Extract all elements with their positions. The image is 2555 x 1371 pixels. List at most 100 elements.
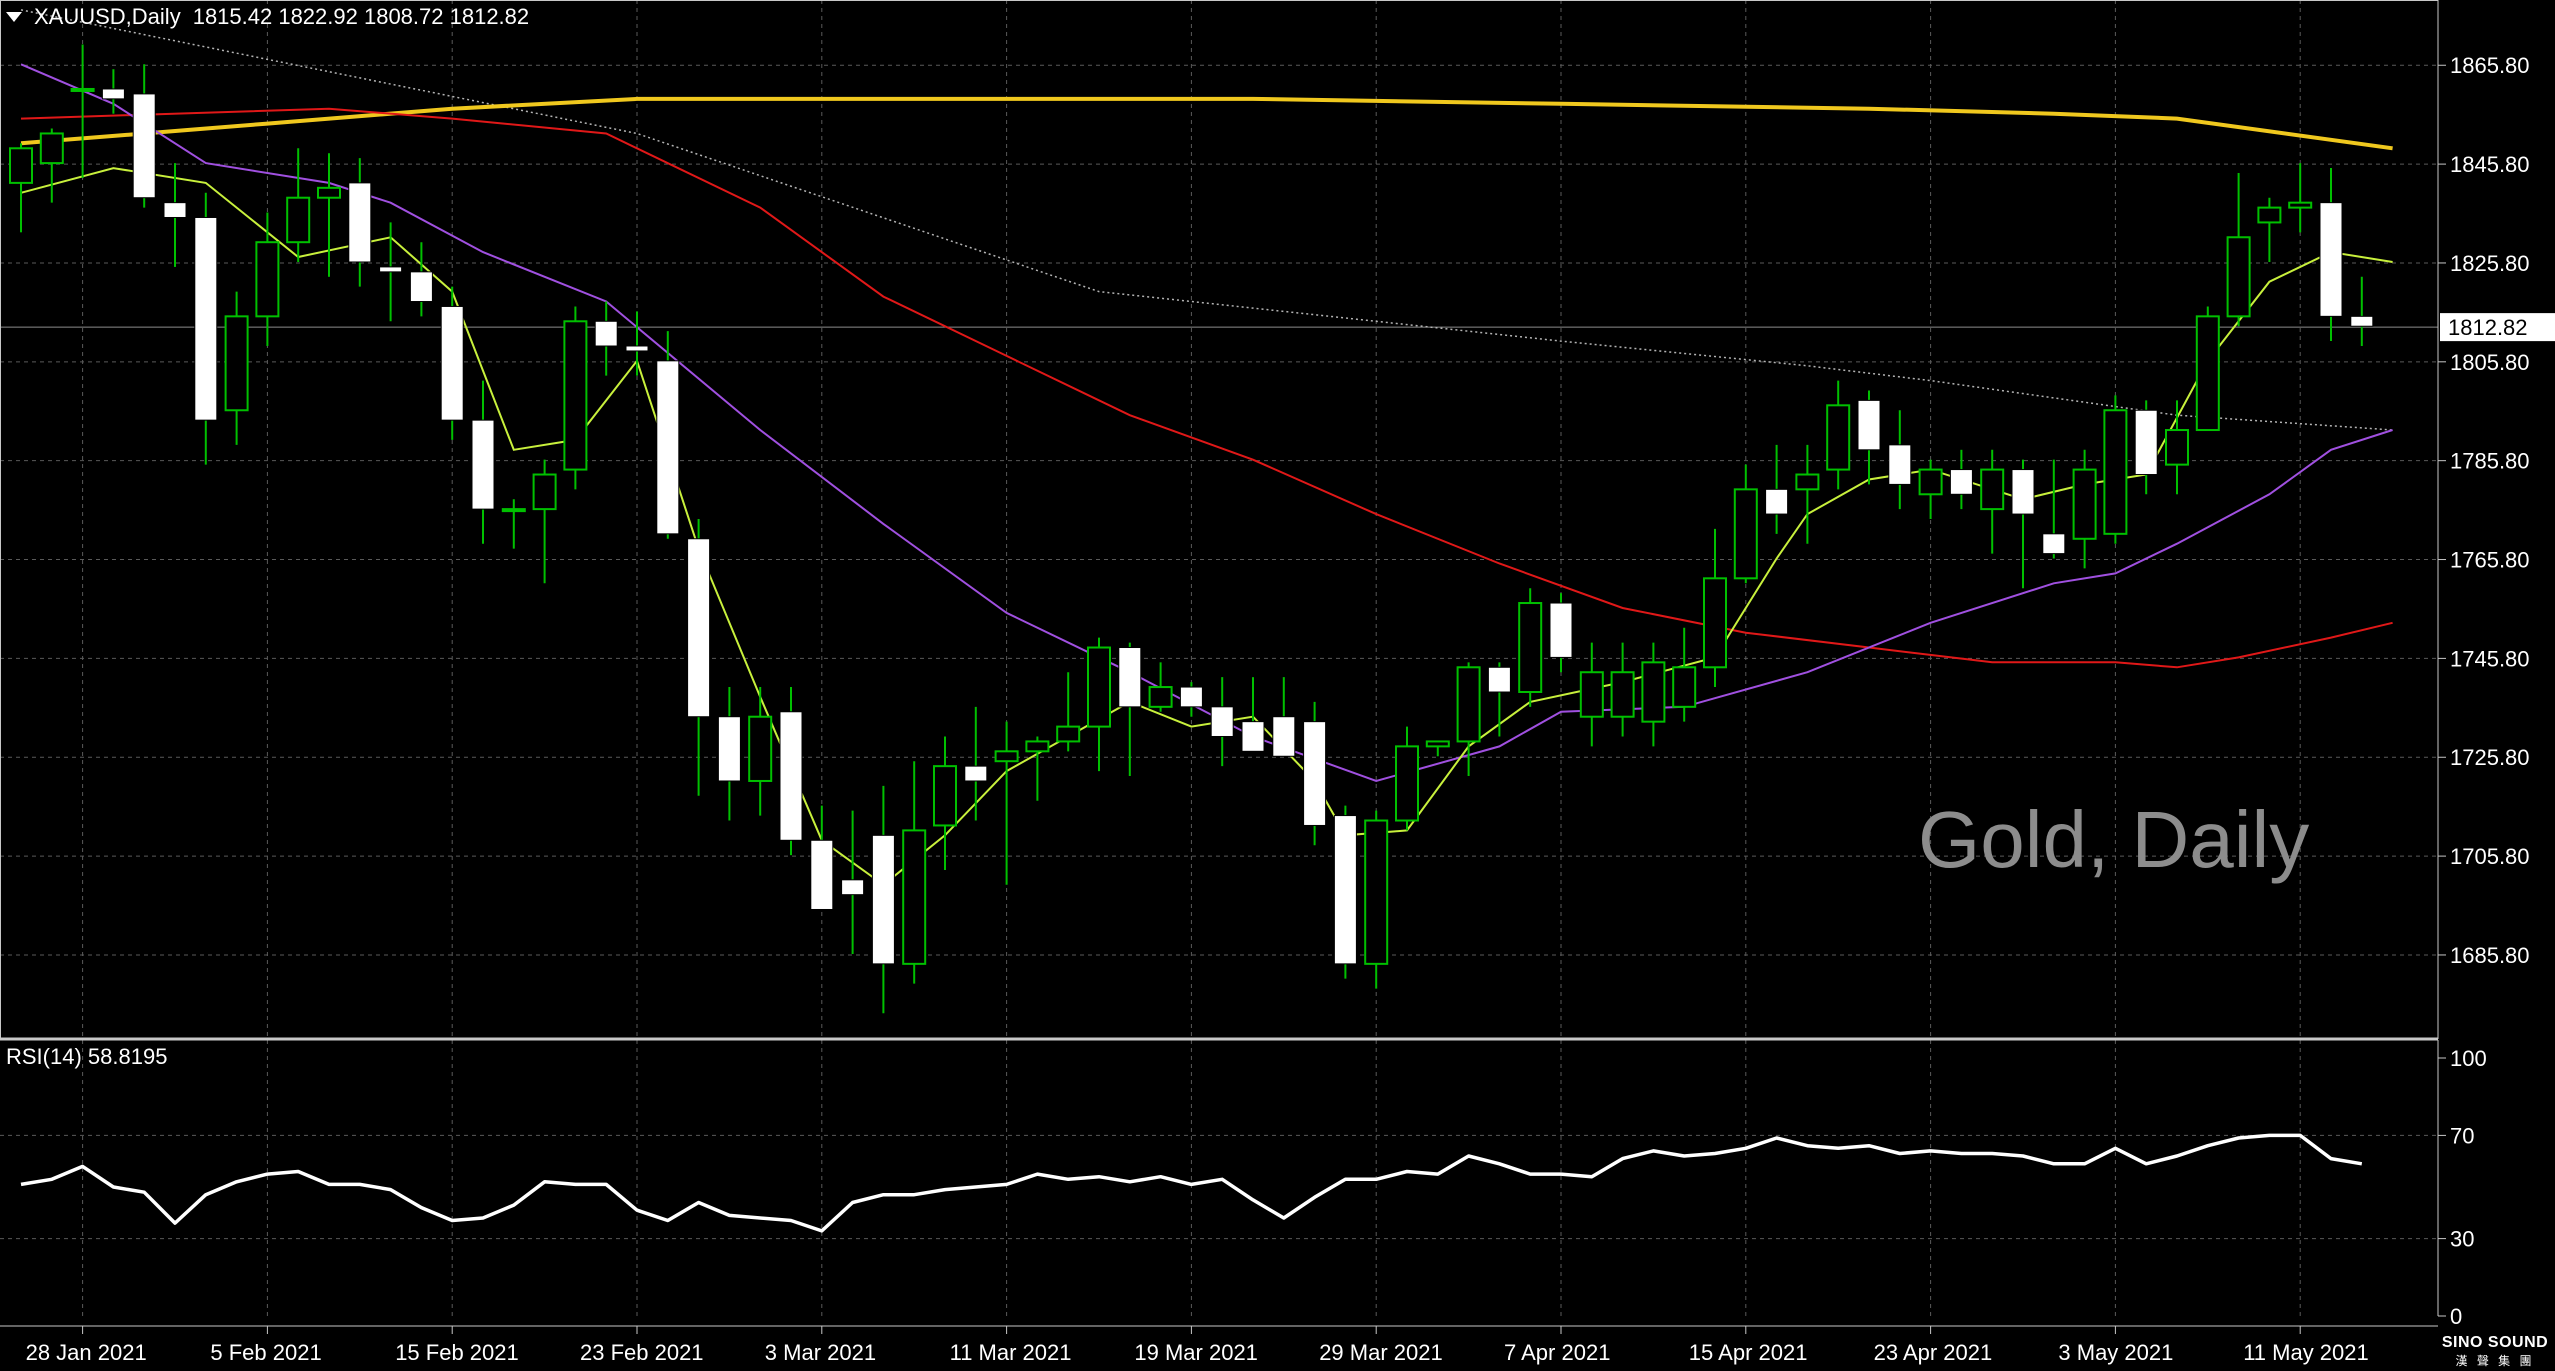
candle-body (2011, 469, 2035, 515)
ma-line-ma_long (20, 96, 2393, 151)
candle-body (1395, 745, 1419, 822)
candle-body (594, 320, 618, 347)
rsi-tick-label: 0 (2450, 1304, 2462, 1329)
candle-body (841, 879, 865, 896)
date-tick-label: 11 May 2021 (2243, 1340, 2369, 1365)
candle-body (70, 87, 95, 92)
date-tick-label: 7 Apr 2021 (1504, 1340, 1610, 1365)
price-tick-label: 1845.80 (2450, 152, 2530, 177)
candle-body (1303, 721, 1327, 826)
ma-line-ma_slow (20, 107, 2393, 669)
candle-body (687, 538, 711, 718)
candle-body (255, 241, 280, 318)
candle-body (1272, 716, 1296, 757)
candle-body (1056, 725, 1081, 743)
date-tick-label: 15 Feb 2021 (395, 1340, 519, 1365)
frame (0, 0, 2439, 1327)
candle-body (1148, 686, 1173, 708)
menu-triangle-icon[interactable] (6, 12, 22, 22)
candle-body (471, 419, 495, 510)
rsi-tick-label: 30 (2450, 1227, 2474, 1252)
candle-body (902, 829, 927, 965)
candle-body (2165, 429, 2189, 466)
candle-body (317, 186, 341, 199)
date-tick-label: 29 Mar 2021 (1319, 1340, 1443, 1365)
date-tick-label: 28 Jan 2021 (26, 1340, 147, 1365)
candle-body (2103, 409, 2128, 535)
candle-body (1826, 404, 1851, 471)
candle-body (2288, 201, 2313, 209)
candle-body (194, 216, 218, 421)
candle-body (810, 839, 834, 910)
candle-body (964, 765, 988, 782)
candle-body (409, 271, 433, 303)
date-tick-label: 11 Mar 2021 (950, 1340, 1072, 1365)
price-tick-label: 1745.80 (2450, 646, 2530, 671)
candle-body (379, 266, 403, 273)
logo-line-2: 漢 聲 集 團 (2455, 1354, 2535, 1368)
date-tick-label: 15 Apr 2021 (1689, 1340, 1808, 1365)
rsi-header: RSI(14) 58.8195 (6, 1044, 168, 1069)
candle-body (1425, 740, 1450, 748)
candle-body (1918, 468, 1943, 496)
date-tick-label: 19 Mar 2021 (1134, 1340, 1258, 1365)
candle-body (717, 716, 741, 782)
candle-body (1795, 473, 1820, 491)
candle-body (1087, 646, 1111, 728)
candle-body (2072, 468, 2097, 540)
moving-averages (20, 9, 2393, 887)
candle-body (1487, 666, 1511, 693)
candle-body (1857, 399, 1881, 451)
candle-body (2134, 409, 2158, 476)
candle-body (1241, 721, 1265, 752)
date-tick-label: 23 Apr 2021 (1874, 1340, 1993, 1365)
candle-body (2226, 236, 2251, 318)
candle-body (933, 765, 957, 827)
candle-body (1518, 602, 1543, 693)
candle-body (563, 320, 588, 471)
candle-body (1733, 488, 1758, 580)
candle-body (1641, 661, 1666, 723)
candle-body (1703, 577, 1727, 669)
candle-body (1765, 488, 1789, 515)
candle-body (532, 473, 557, 511)
rsi-tick-label: 70 (2450, 1123, 2474, 1148)
date-tick-label: 3 Mar 2021 (765, 1340, 876, 1365)
date-tick-label: 23 Feb 2021 (580, 1340, 704, 1365)
candles (9, 44, 2374, 1014)
candle-body (1549, 602, 1573, 658)
last-price-label: 1812.82 (2448, 315, 2528, 340)
candle-body (1456, 666, 1481, 743)
candle-body (1610, 671, 1635, 718)
candle-body (1980, 468, 2005, 511)
candle-body (1025, 740, 1050, 753)
watermark: Gold, Daily (1918, 795, 2310, 884)
axes: 1865.80 1845.80 1825.80 1805.80 1785.80 1765.… (26, 53, 2555, 1365)
candle-body (656, 360, 680, 535)
candle-body (779, 711, 803, 841)
price-tick-label: 1765.80 (2450, 548, 2530, 573)
date-tick-label: 5 Feb 2021 (210, 1340, 321, 1365)
candle-body (2319, 202, 2343, 317)
ma-line-ma_fast (20, 167, 2393, 887)
candle-body (2257, 206, 2282, 224)
brand-logo: SINO SOUND 漢 聲 集 團 (2439, 1334, 2551, 1369)
candle-body (440, 305, 464, 421)
candle-body (1672, 666, 1697, 708)
candle-body (1579, 671, 1604, 718)
candle-body (1888, 444, 1912, 485)
chart-header: XAUUSD,Daily 1815.42 1822.92 1808.72 181… (6, 4, 529, 30)
price-tick-label: 1685.80 (2450, 943, 2530, 968)
candle-body (286, 196, 311, 244)
candle-body (994, 750, 1019, 763)
price-tick-label: 1725.80 (2450, 745, 2530, 770)
ohlc-values: 1815.42 1822.92 1808.72 1812.82 (192, 4, 530, 29)
candle-body (132, 93, 156, 199)
ma-line-ma_mid (20, 63, 2393, 783)
price-tick-label: 1825.80 (2450, 251, 2530, 276)
price-tick-label: 1705.80 (2450, 844, 2530, 869)
rsi-line (20, 1133, 2363, 1233)
candle-body (625, 345, 649, 352)
rsi-panel (20, 1133, 2363, 1233)
